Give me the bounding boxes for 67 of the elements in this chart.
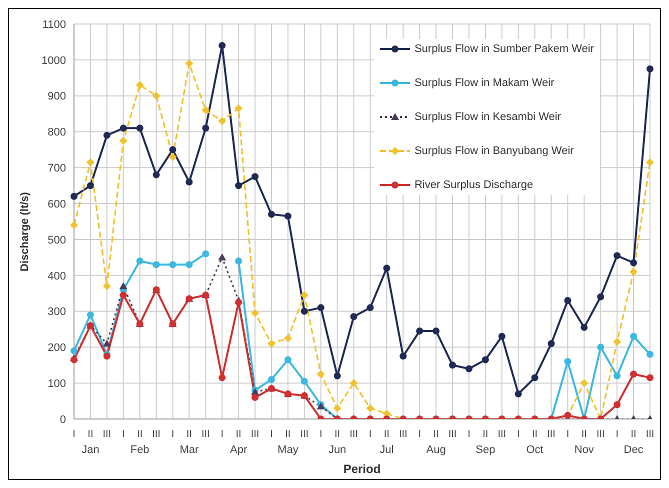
text: May [278,444,299,456]
y-tick-label: 600 [48,198,66,210]
x-tick-label: I [516,429,520,440]
y-tick-label: 900 [48,90,66,103]
y-tick-label: 1100 [42,18,66,31]
x-tick-label: I [368,429,372,440]
x-tick-label: II [137,429,143,440]
x-tick-label: III [152,429,160,440]
legend-label: Surplus Flow in Banyubang Weir [414,145,574,157]
x-tick-label: III [350,429,358,440]
text: Apr [230,444,248,456]
x-tick-label: I [468,429,470,440]
legend-label: River Surplus Discharge [414,179,534,191]
x-tick-label: II [384,429,390,440]
text: Jun [328,444,346,456]
x-tick-label: III [547,429,556,440]
text: Feb [130,444,150,456]
x-tick-label: II [630,429,636,440]
x-tick-label: III [498,429,506,440]
y-tick-label: 1000 [42,54,66,67]
x-tick-label: I [122,429,125,440]
x-tick-label: II [285,429,291,440]
y-tick-label: 0 [60,414,66,426]
text: Oct [526,444,544,456]
x-tick-label: III [646,429,654,440]
text: Aug [426,444,446,456]
y-axis-title: Discharge (lt/s) [18,192,31,272]
y-tick-label: 400 [48,270,66,282]
x-tick-label: III [448,429,457,440]
y-tick-label: 200 [48,342,66,354]
text: Jul [380,444,394,456]
x-tick-label: II [236,429,242,440]
x-tick-label: II [482,429,488,440]
text: Nov [574,444,594,456]
x-tick-label: I [220,429,224,440]
legend-label: Surplus Flow in Kesambi Weir [414,111,561,123]
x-tick-label: I [418,429,421,440]
x-axis-title: Period [343,462,381,476]
x-tick-label: III [300,429,309,440]
x-tick-label: III [102,429,112,440]
x-tick-label: II [581,429,587,440]
y-tick-label: 800 [48,126,66,139]
x-tick-label: II [433,429,439,440]
x-tick-label: I [72,429,76,440]
legend-label: Surplus Flow in Sumber Pakem Weir [414,43,594,55]
x-tick-label: I [319,429,322,440]
y-tick-label: 300 [48,306,66,318]
y-tick-label: 500 [48,234,66,246]
text: Jan [82,444,100,456]
x-tick-label: I [270,429,273,440]
x-tick-label: I [616,429,618,440]
x-tick-label: II [88,429,94,440]
x-tick-label: III [250,429,260,440]
x-tick-label: III [398,429,408,440]
legend-label: Surplus Flow in Makam Weir [414,77,554,89]
x-tick-label: II [334,429,340,440]
x-tick-label: II [186,429,192,440]
x-tick-label: I [171,429,174,440]
x-tick-label: III [201,429,210,440]
y-tick-label: 100 [48,378,66,390]
x-tick-label: III [596,429,605,440]
text: Sep [476,444,496,456]
x-tick-label: I [566,429,570,440]
x-tick-label: II [532,429,538,440]
text: Mar [180,444,200,456]
text: Dec [624,444,644,456]
y-tick-label: 700 [48,162,66,175]
